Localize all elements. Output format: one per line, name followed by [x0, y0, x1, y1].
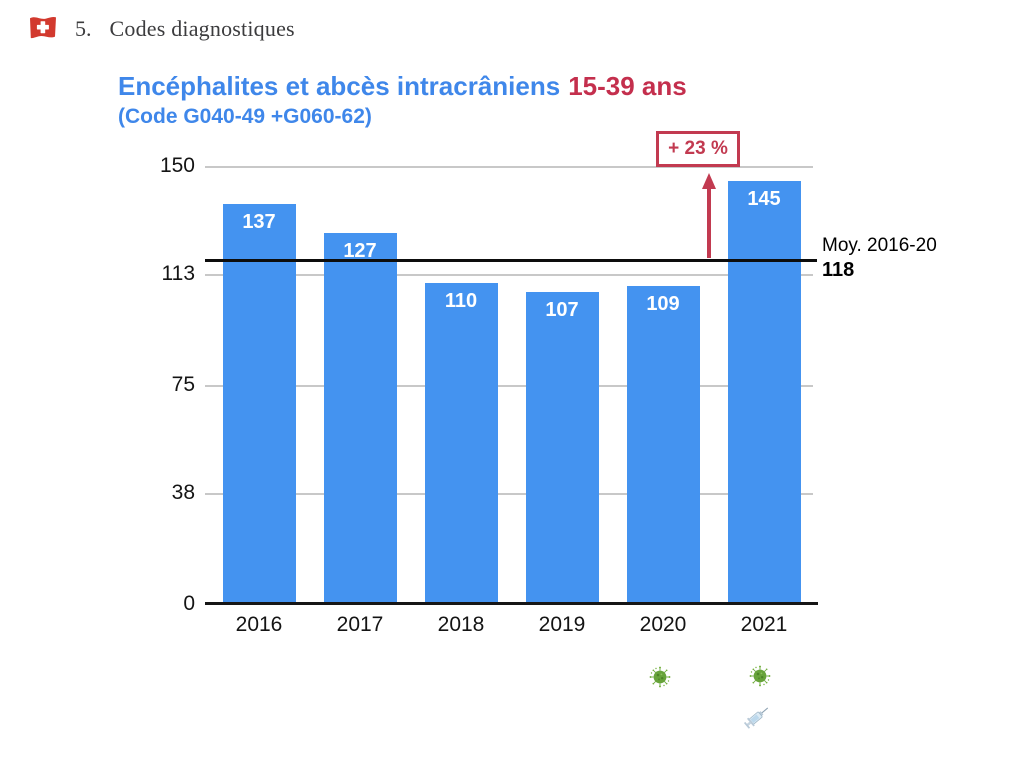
average-line-label: Moy. 2016-20: [822, 235, 937, 256]
x-axis-tick-label: 2021: [740, 613, 788, 636]
average-line-value: 118: [822, 259, 855, 281]
percent-increase-badge: + 23 %: [656, 131, 740, 167]
bar-value-label: 110: [444, 289, 478, 312]
y-axis-tick-label: 38: [171, 481, 195, 505]
chart-title-age-range: 15-39 ans: [568, 71, 687, 101]
microbe-icon: [648, 665, 672, 689]
gridline: [205, 493, 813, 495]
bar-value-label: 127: [343, 240, 377, 263]
gridline: [205, 166, 813, 168]
bar-2020: 109: [626, 285, 700, 604]
bar-2016: 137: [222, 203, 296, 604]
chart-title-main: Encéphalites et abcès intracrâniens: [118, 71, 561, 101]
y-axis-tick-label: 113: [161, 262, 195, 286]
x-axis-line: [205, 602, 818, 605]
percent-increase-label: + 23 %: [668, 138, 728, 159]
title-block: Encéphalites et abcès intracrâniens 15-39…: [118, 70, 687, 130]
microbe-icon: [748, 664, 772, 688]
bar-2019: 107: [525, 291, 599, 604]
x-axis-tick-label: 2018: [437, 613, 485, 636]
y-axis-tick-label: 0: [183, 592, 195, 615]
bar-value-label: 107: [545, 298, 579, 321]
x-axis-tick-label: 2017: [336, 613, 384, 636]
chart-title: Encéphalites et abcès intracrâniens 15-39…: [118, 70, 687, 102]
y-axis-tick-label: 75: [171, 373, 195, 396]
arrow-up-shaft: [707, 188, 711, 258]
bar-value-label: 145: [747, 187, 781, 210]
bar-2017: 127: [323, 233, 397, 604]
bar-chart-plot-area: 137 127 110 107 109 145: [205, 166, 818, 604]
bar-value-label: 109: [646, 292, 680, 315]
arrow-up-icon: [701, 173, 716, 189]
chart-subtitle: (Code G040-49 +G060-62): [118, 105, 372, 128]
bar-2018: 110: [424, 282, 498, 604]
bar-2021: 145: [727, 180, 801, 604]
average-reference-line: [205, 259, 817, 263]
x-axis-tick-label: 2020: [639, 613, 687, 636]
average-line-label-group: Moy. 2016-20 118: [822, 233, 937, 283]
swiss-flag-icon: [27, 14, 59, 44]
gridline: [205, 274, 813, 276]
slide-header: 5. Codes diagnostiques: [27, 14, 295, 44]
section-number: 5.: [75, 16, 92, 41]
bar-value-label: 137: [242, 210, 276, 233]
x-axis-tick-label: 2016: [235, 613, 283, 636]
syringe-icon: [736, 696, 778, 738]
x-axis-tick-label: 2019: [538, 613, 586, 636]
section-title: Codes diagnostiques: [109, 16, 295, 41]
gridline: [205, 385, 813, 387]
y-axis-tick-label: 150: [159, 154, 195, 177]
